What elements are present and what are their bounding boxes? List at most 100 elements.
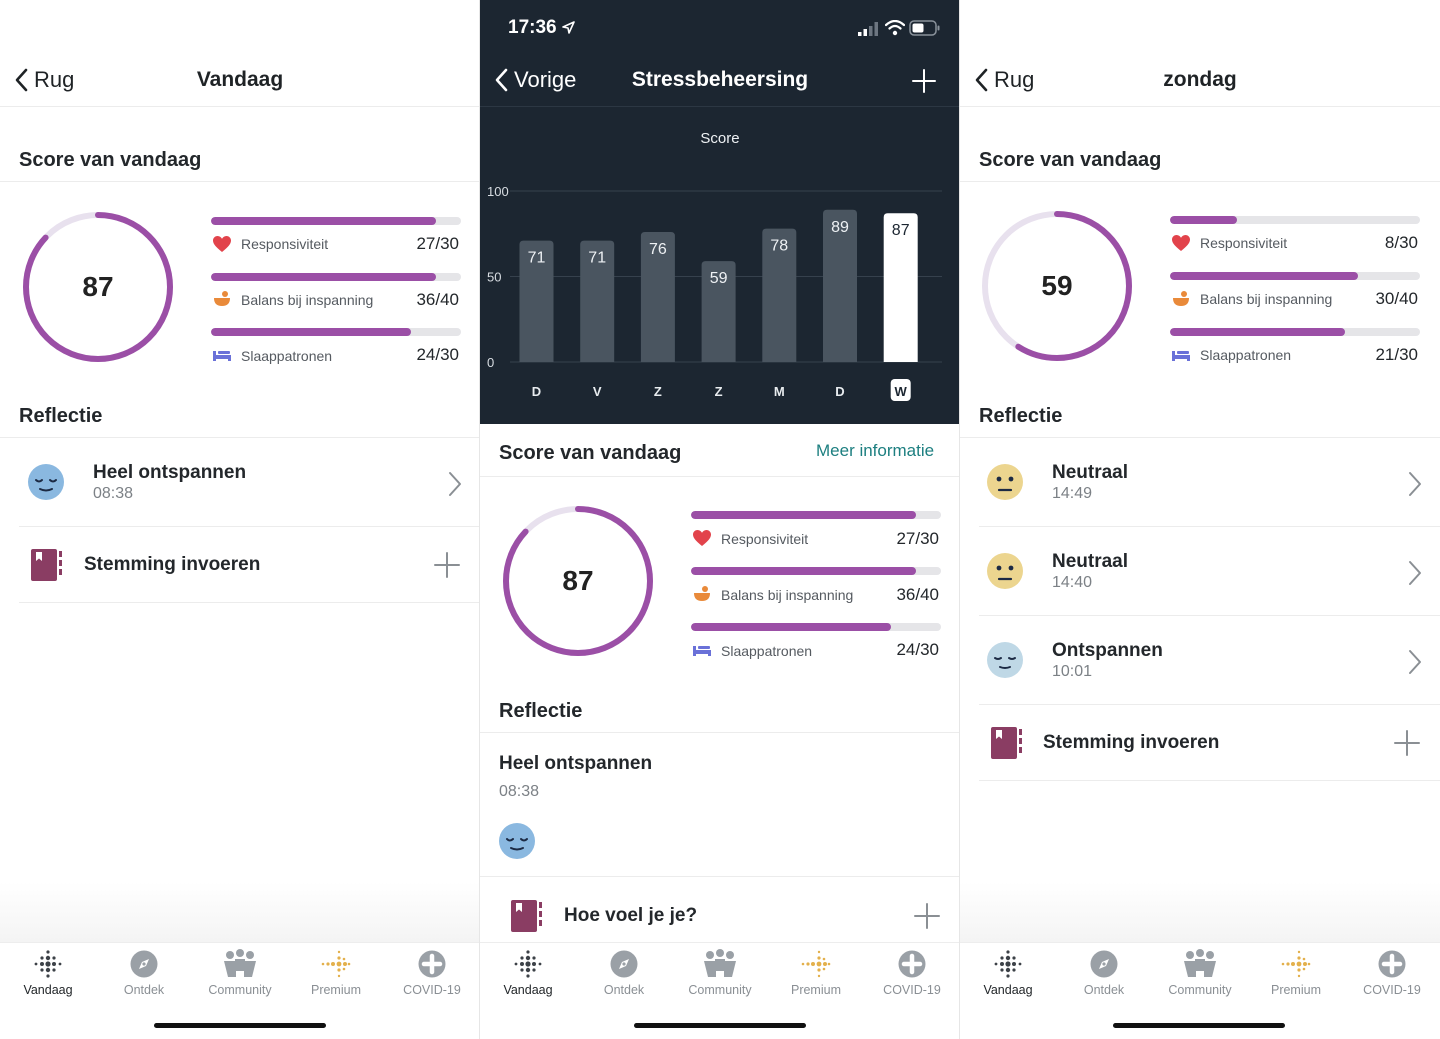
tab-bar: Vandaag Ontdek Community Premium COVID-19 <box>480 942 960 1039</box>
tab-ontdek[interactable]: Ontdek <box>1056 949 1152 997</box>
plus-icon[interactable] <box>914 903 940 929</box>
very-relaxed-face-icon <box>28 464 64 500</box>
tab-community[interactable]: Community <box>192 949 288 997</box>
add-icon[interactable] <box>912 69 936 93</box>
responsiveness-bar <box>1170 216 1420 224</box>
bed-icon <box>1172 351 1190 361</box>
plus-icon[interactable] <box>434 552 460 578</box>
metric-value: 27/30 <box>896 529 939 548</box>
tab-vandaag[interactable]: Vandaag <box>0 949 96 997</box>
journal-icon <box>31 549 62 581</box>
home-indicator <box>154 1023 326 1028</box>
metric-value: 27/30 <box>416 234 459 253</box>
plus-icon[interactable] <box>1394 730 1420 756</box>
metric-label: Slaappatronen <box>241 348 333 364</box>
mood-time: 14:49 <box>1052 485 1093 502</box>
chart-title: Score <box>700 130 740 147</box>
score-bar[interactable] <box>883 213 918 362</box>
tab-covid-19[interactable]: COVID-19 <box>864 949 960 997</box>
tab-label: Ontdek <box>1083 983 1125 997</box>
mood-time: 08:38 <box>499 783 540 800</box>
more-info-link[interactable]: Meer informatie <box>816 441 935 460</box>
x-tick-label[interactable]: M <box>774 384 785 399</box>
tab-ontdek[interactable]: Ontdek <box>576 949 672 997</box>
tab-label: Community <box>1168 983 1232 997</box>
score-bar[interactable] <box>762 228 797 362</box>
enter-mood-row[interactable]: Stemming invoeren <box>0 527 480 602</box>
score-bar[interactable] <box>823 209 857 362</box>
heart-icon <box>1172 235 1190 251</box>
score-bar[interactable] <box>580 240 615 362</box>
enter-mood-label: Stemming invoeren <box>1043 732 1220 753</box>
tab-premium[interactable]: Premium <box>768 949 864 997</box>
fitbit-dots-icon <box>0 949 96 979</box>
bed-icon <box>693 646 711 656</box>
reflection-title: Reflectie <box>979 405 1063 427</box>
x-tick-label[interactable]: V <box>593 384 602 399</box>
metric-value: 24/30 <box>416 345 459 364</box>
score-bar[interactable] <box>519 240 554 362</box>
score-bar[interactable] <box>640 232 675 362</box>
how-do-you-feel-row[interactable]: Hoe voel je je? <box>480 877 960 941</box>
back-button[interactable]: Vorige <box>494 66 576 94</box>
score-section-title: Score van vandaag <box>499 442 682 464</box>
x-tick-label[interactable]: Z <box>654 384 662 399</box>
mood-time: 10:01 <box>1052 663 1093 680</box>
metric-label: Balans bij inspanning <box>721 587 854 603</box>
mood-title: Heel ontspannen <box>499 753 653 774</box>
mood-title: Heel ontspannen <box>93 462 247 483</box>
location-arrow-icon <box>562 21 575 35</box>
compass-icon <box>1056 949 1152 979</box>
x-tick-label[interactable]: D <box>532 384 541 399</box>
score-bar[interactable] <box>701 261 736 362</box>
reflection-row[interactable]: Neutraal 14:40 <box>960 527 1440 615</box>
reflection-row[interactable]: Neutraal 14:49 <box>960 438 1440 526</box>
tab-covid-19[interactable]: COVID-19 <box>384 949 480 997</box>
tab-label: Ontdek <box>123 983 165 997</box>
tab-ontdek[interactable]: Ontdek <box>96 949 192 997</box>
tab-vandaag[interactable]: Vandaag <box>480 949 576 997</box>
score-bar-chart: 100 50 0 71 D 71 V 76 Z 59 Z 78 M 89 D 87 W <box>487 184 942 401</box>
nav-bar: Rug Vandaag <box>0 48 480 107</box>
chevron-right-icon <box>449 472 461 496</box>
bar-value-label: 89 <box>831 219 849 236</box>
tab-covid-19[interactable]: COVID-19 <box>1344 949 1440 997</box>
panel-sunday: Rug zondag Score van vandaag 59 Responsi… <box>960 0 1440 1039</box>
x-tick-label[interactable]: W <box>895 384 908 399</box>
tab-vandaag[interactable]: Vandaag <box>960 949 1056 997</box>
tab-community[interactable]: Community <box>1152 949 1248 997</box>
x-tick-label[interactable]: Z <box>715 384 723 399</box>
tab-label: Vandaag <box>503 983 553 997</box>
fitbit-dots-icon <box>960 949 1056 979</box>
sleep-bar <box>211 328 461 336</box>
score-section-title: Score van vandaag <box>19 149 202 171</box>
reflection-row[interactable]: Ontspannen 10:01 <box>960 616 1440 704</box>
tab-label: Premium <box>310 983 361 997</box>
back-button[interactable]: Rug <box>974 66 1034 94</box>
tab-premium[interactable]: Premium <box>1248 949 1344 997</box>
y-tick-label: 50 <box>487 270 501 285</box>
score-value: 87 <box>562 565 594 596</box>
back-label: Rug <box>994 67 1035 92</box>
reflection-row[interactable]: Heel ontspannen 08:38 <box>0 438 480 526</box>
metric-label: Responsiviteit <box>721 531 809 547</box>
bar-value-label: 76 <box>649 241 667 258</box>
tab-premium[interactable]: Premium <box>288 949 384 997</box>
tab-community[interactable]: Community <box>672 949 768 997</box>
enter-mood-row[interactable]: Stemming invoeren <box>960 705 1440 780</box>
community-icon <box>1152 949 1248 979</box>
metric-value: 21/30 <box>1375 345 1418 364</box>
bar-value-label: 87 <box>892 222 910 239</box>
back-button[interactable]: Rug <box>14 66 74 94</box>
journal-icon <box>991 727 1022 759</box>
metric-value: 24/30 <box>896 640 939 659</box>
reflection-card[interactable]: Heel ontspannen 08:38 <box>480 733 960 876</box>
nav-bar: Rug zondag <box>960 48 1440 107</box>
metric-value: 30/40 <box>1375 289 1418 308</box>
metric-label: Responsiviteit <box>241 236 329 252</box>
x-tick-label[interactable]: D <box>835 384 844 399</box>
chevron-left-icon <box>15 68 28 92</box>
score-value: 87 <box>82 271 114 302</box>
score-value: 59 <box>1041 270 1073 301</box>
mood-title: Neutraal <box>1052 551 1129 572</box>
